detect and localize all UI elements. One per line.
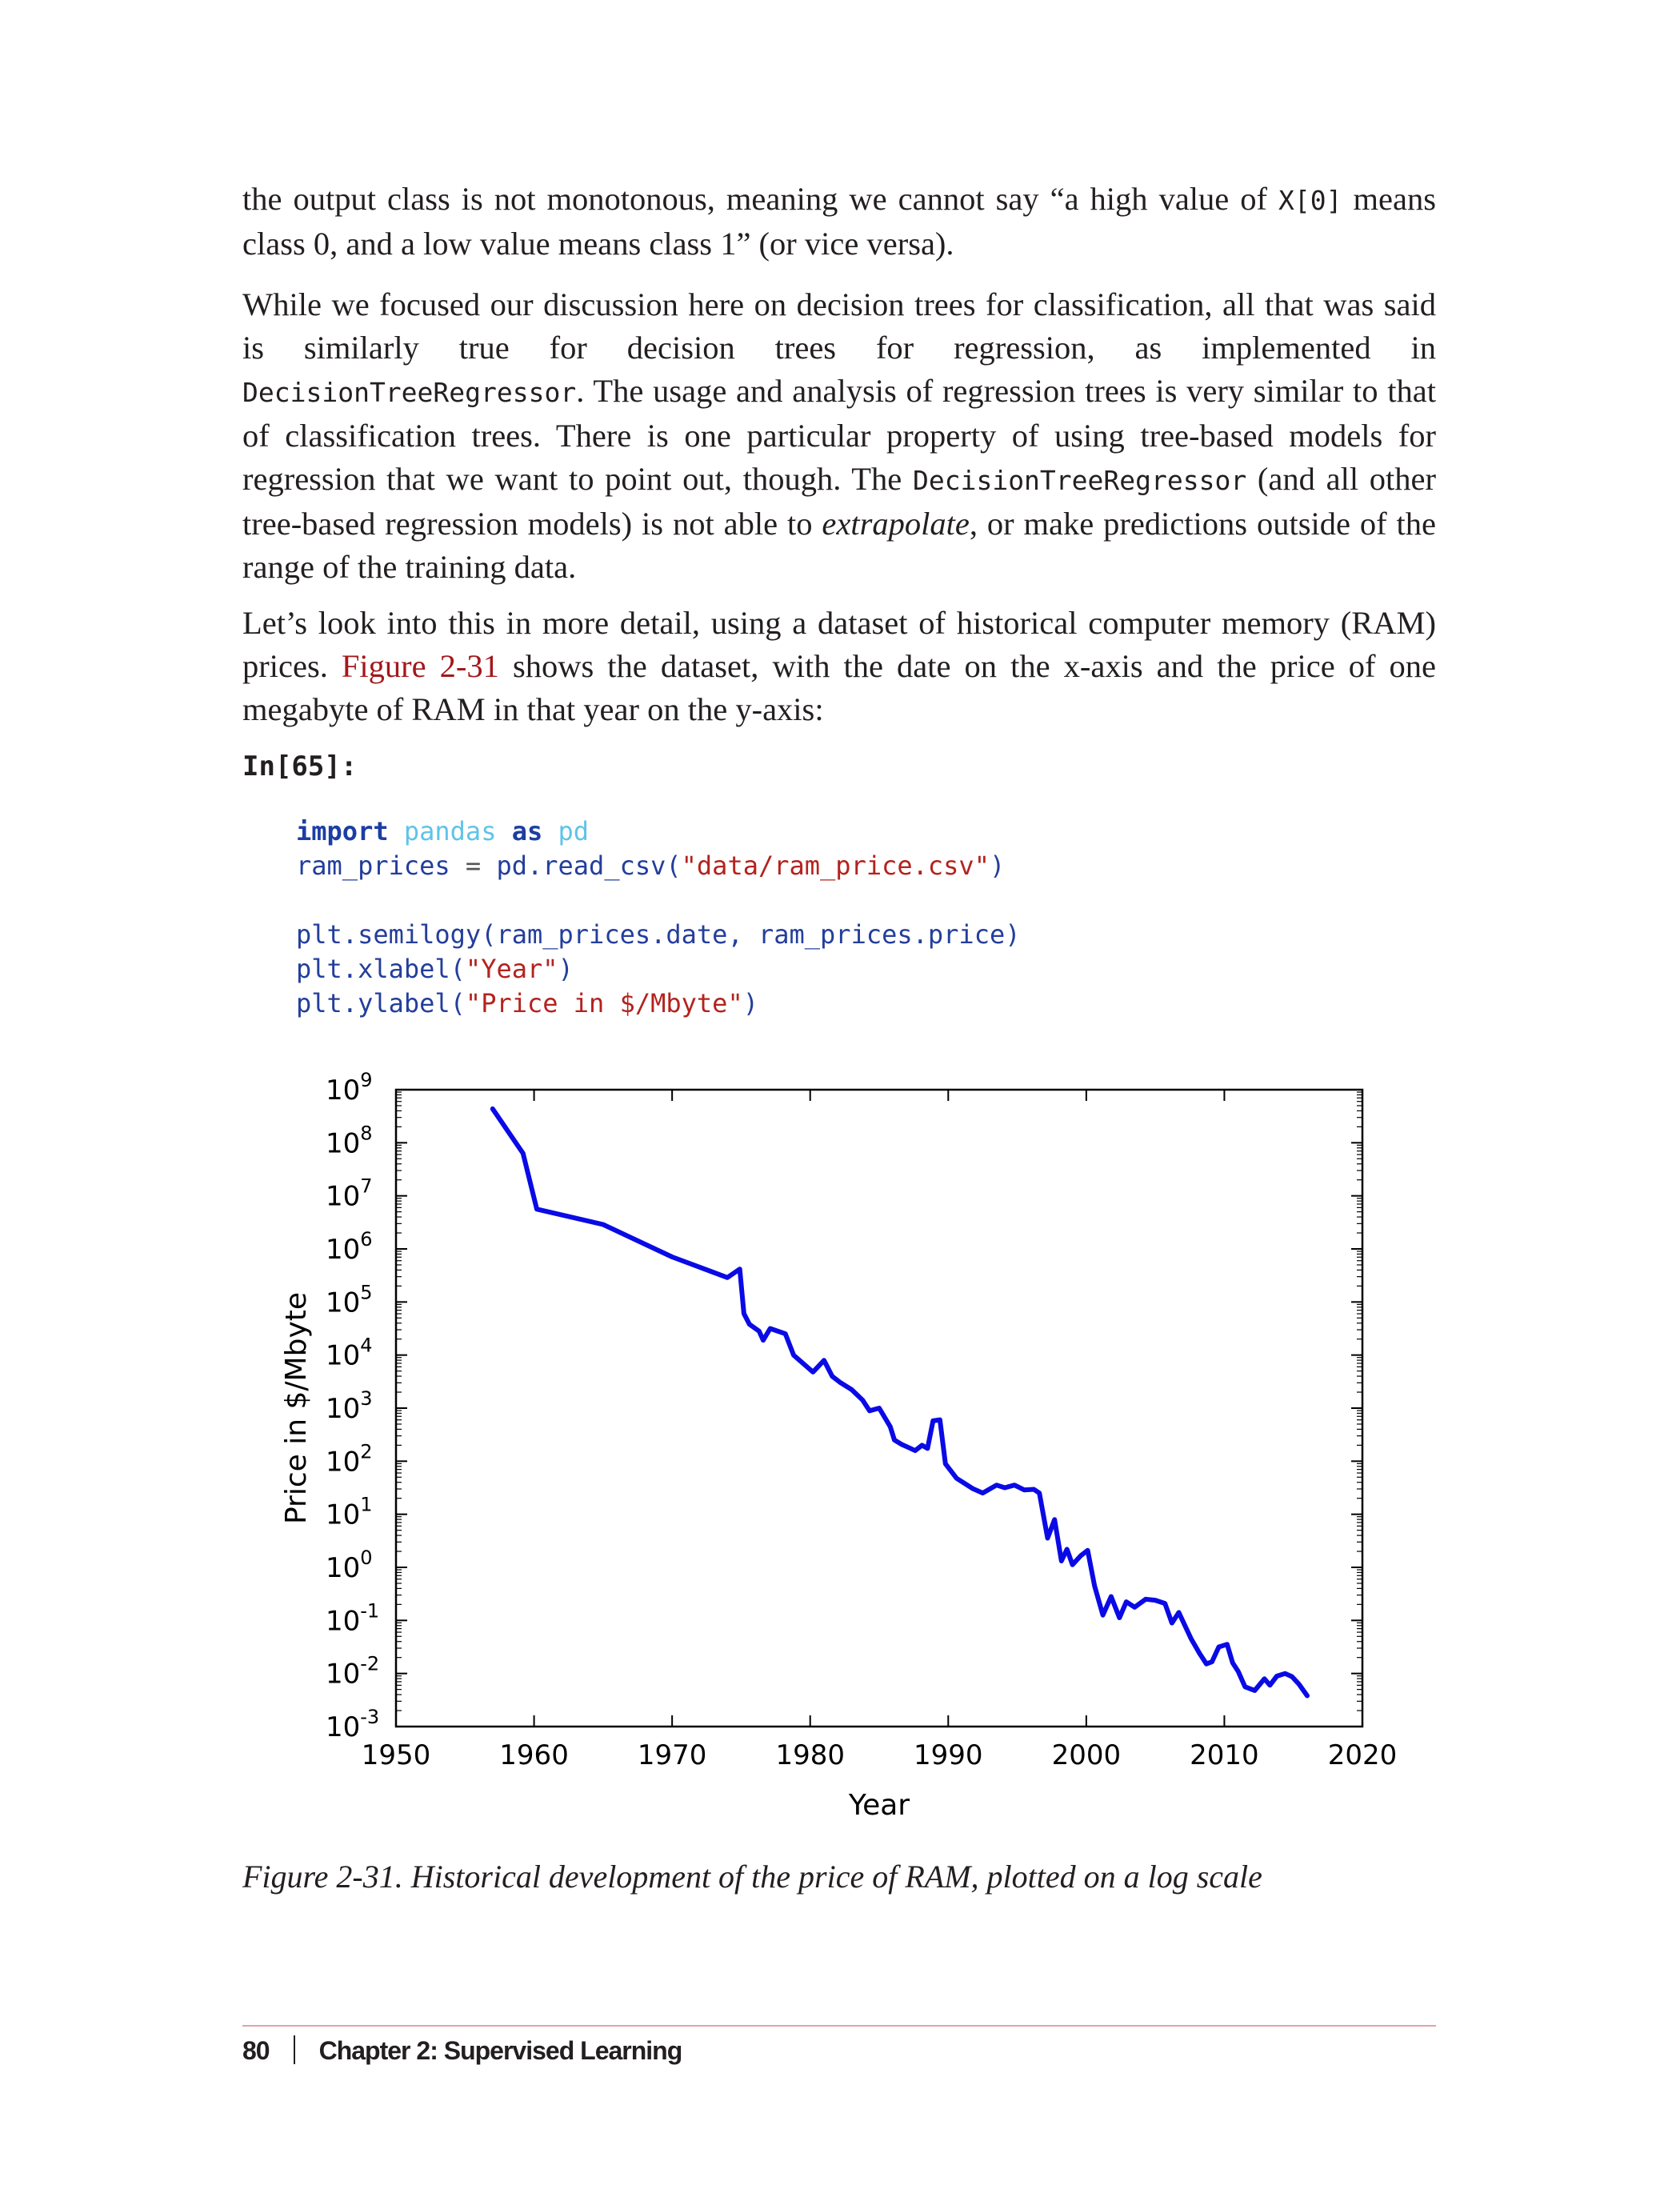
code-xlabel-call: plt.xlabel( (296, 954, 466, 984)
y-tick-label: 109 (326, 1069, 373, 1107)
y-tick-label: 106 (326, 1228, 373, 1266)
code-alias-pd: pd (558, 816, 590, 846)
code-string-year: "Year" (465, 954, 558, 984)
code-string-path: "data/ram_price.csv" (681, 850, 990, 881)
ram-price-chart: 1950 1960 1970 1980 1990 2000 2010 2020 10-3 10-2… (280, 1069, 1397, 1822)
code-paren: ) (558, 954, 574, 984)
inline-code-decision-tree-regressor: DecisionTreeRegressor (242, 377, 577, 408)
page-number: 80 (242, 2036, 270, 2065)
figure-reference-link[interactable]: Figure 2-31 (341, 648, 499, 684)
x-tick-label: 1970 (638, 1739, 707, 1771)
code-paren: ) (742, 988, 758, 1018)
chart-series (490, 1106, 1310, 1699)
code-operator: = (450, 850, 497, 881)
paragraph-2-text-d: , or make predictions outside of the ran… (242, 506, 1436, 585)
paragraph-1-text-b: means class 0, and a low value means cla… (242, 181, 1436, 262)
y-tick-label: 103 (326, 1387, 373, 1425)
x-tick-label: 2000 (1052, 1739, 1122, 1771)
inline-code-decision-tree-regressor-2: DecisionTreeRegressor (912, 465, 1247, 496)
inline-code-x0: X[0] (1278, 185, 1342, 216)
y-axis-label: Price in $/Mbyte (280, 1292, 313, 1524)
paragraph-3-text-a: Let’s look into this in more detail, usi… (242, 605, 1436, 684)
paragraph-2-text-a: While we focused our discussion here on … (242, 286, 1436, 366)
x-tick-label: 1960 (499, 1739, 569, 1771)
chart-ticks (395, 1089, 1363, 1727)
x-tick-label: 2020 (1328, 1739, 1398, 1771)
paragraph-2-text-b: . The usage and analysis of regression t… (242, 373, 1436, 497)
y-tick-label: 100 (326, 1547, 373, 1584)
y-tick-label: 105 (326, 1281, 373, 1319)
paragraph-2: While we focused our discussion here on … (242, 283, 1436, 589)
chapter-title: Chapter 2: Supervised Learning (318, 2036, 683, 2065)
code-paren: ) (989, 850, 1006, 881)
emphasis-extrapolate: extrapolate (822, 506, 970, 542)
ram-price-line (490, 1106, 1310, 1699)
x-tick-label: 1950 (362, 1739, 431, 1771)
x-axis-label: Year (848, 1789, 910, 1822)
page-footer: 80 Chapter 2: Supervised Learning (242, 2035, 682, 2066)
y-tick-label: 107 (326, 1175, 373, 1213)
code-module-pandas: pandas (403, 816, 497, 846)
code-var-ram-prices: ram_prices (296, 850, 450, 881)
y-tick-label: 10-1 (326, 1599, 379, 1637)
paragraph-3-text-b: shows the dataset, with the date on the … (242, 648, 1436, 727)
chart-labels: 1950 1960 1970 1980 1990 2000 2010 2020 10-3 10-2… (280, 1069, 1397, 1822)
footer-separator (293, 2035, 295, 2064)
code-semilogy-line: plt.semilogy(ram_prices.date, ram_prices… (296, 919, 1021, 950)
x-tick-label: 2010 (1190, 1739, 1259, 1771)
y-tick-label: 101 (326, 1494, 373, 1531)
code-read-csv: pd.read_csv( (496, 850, 682, 881)
paragraph-2-text-c: (and all other tree-based regression mod… (242, 461, 1436, 542)
code-cell-label: In[65]: (242, 750, 358, 782)
figure-caption: Figure 2-31. Historical development of t… (242, 1859, 1262, 1895)
code-keyword-as: as (511, 816, 543, 846)
x-tick-label: 1980 (775, 1739, 845, 1771)
code-block: import pandas as pd ram_prices = pd.read… (296, 814, 1020, 1021)
code-keyword-import: import (296, 816, 389, 846)
y-tick-label: 108 (326, 1122, 373, 1159)
code-ylabel-call: plt.ylabel( (296, 988, 466, 1018)
paragraph-1-text-a: the output class is not monotonous, mean… (242, 181, 1279, 217)
y-tick-label: 10-2 (326, 1653, 379, 1691)
footer-divider (242, 2025, 1436, 2027)
code-string-price: "Price in $/Mbyte" (465, 988, 743, 1018)
y-tick-label: 102 (326, 1440, 373, 1478)
y-tick-label: 10-3 (326, 1706, 379, 1743)
paragraph-3: Let’s look into this in more detail, usi… (242, 602, 1436, 731)
paragraph-1: the output class is not monotonous, mean… (242, 178, 1436, 266)
y-tick-label: 104 (326, 1335, 373, 1372)
x-tick-label: 1990 (914, 1739, 983, 1771)
